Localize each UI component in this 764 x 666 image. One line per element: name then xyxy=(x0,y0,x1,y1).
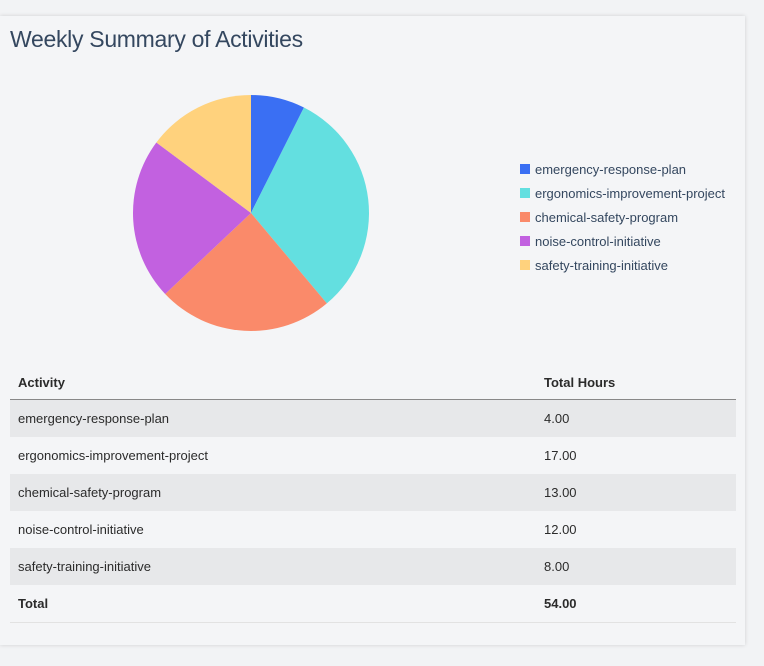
pie-slice-ergonomics-improvement-project[interactable] xyxy=(251,107,369,304)
pie-slice-emergency-response-plan[interactable] xyxy=(251,95,304,213)
legend-item[interactable]: ergonomics-improvement-project xyxy=(520,181,725,205)
legend-item[interactable]: safety-training-initiative xyxy=(520,253,725,277)
total-hours: 54.00 xyxy=(536,585,736,623)
pie-slice-noise-control-initiative[interactable] xyxy=(133,142,251,294)
table-row: noise-control-initiative 12.00 xyxy=(10,511,736,548)
cell-activity: noise-control-initiative xyxy=(18,522,144,537)
legend-item[interactable]: noise-control-initiative xyxy=(520,229,725,253)
legend-label: ergonomics-improvement-project xyxy=(535,185,726,201)
header-activity: Activity xyxy=(10,365,536,400)
table-row: ergonomics-improvement-project 17.00 xyxy=(10,437,736,474)
cell-activity: safety-training-initiative xyxy=(10,548,536,585)
legend-swatch xyxy=(520,212,530,222)
cell-activity: chemical-safety-program xyxy=(10,474,536,511)
pie-slice-safety-training-initiative[interactable] xyxy=(156,95,251,213)
legend-swatch xyxy=(520,188,530,198)
table-row: chemical-safety-program 13.00 xyxy=(10,474,736,511)
cell-activity: ergonomics-improvement-project xyxy=(18,448,209,463)
cell-hours: 4.00 xyxy=(536,399,736,437)
legend-label: safety-training-initiative xyxy=(535,257,668,273)
total-label: Total xyxy=(10,585,536,623)
legend: emergency-response-plan ergonomics-improv… xyxy=(520,157,725,277)
legend-label: chemical-safety-program xyxy=(535,209,679,225)
legend-swatch xyxy=(520,236,530,246)
total-row: Total 54.00 xyxy=(10,585,736,623)
pie-slice-chemical-safety-program[interactable] xyxy=(165,213,327,331)
legend-item[interactable]: chemical-safety-program xyxy=(520,205,725,229)
table-row: emergency-response-plan 4.00 xyxy=(10,399,736,437)
cell-hours: 8.00 xyxy=(536,548,736,585)
cell-hours: 12.00 xyxy=(544,522,577,537)
legend-label: noise-control-initiative xyxy=(535,233,661,249)
cell-hours: 17.00 xyxy=(544,448,577,463)
cell-activity: emergency-response-plan xyxy=(10,399,536,437)
summary-card: Weekly Summary of Activities emergency-r… xyxy=(0,16,745,645)
legend-swatch xyxy=(520,164,530,174)
pie-chart xyxy=(133,95,369,331)
legend-item[interactable]: emergency-response-plan xyxy=(520,157,725,181)
table-row: safety-training-initiative 8.00 xyxy=(10,548,736,585)
page-title: Weekly Summary of Activities xyxy=(10,26,303,52)
header-total-hours: Total Hours xyxy=(536,365,736,400)
cell-hours: 13.00 xyxy=(536,474,736,511)
legend-label: emergency-response-plan xyxy=(535,161,687,177)
summary-table: Activity Total Hours emergency-response-… xyxy=(10,365,736,623)
legend-swatch xyxy=(520,260,530,270)
